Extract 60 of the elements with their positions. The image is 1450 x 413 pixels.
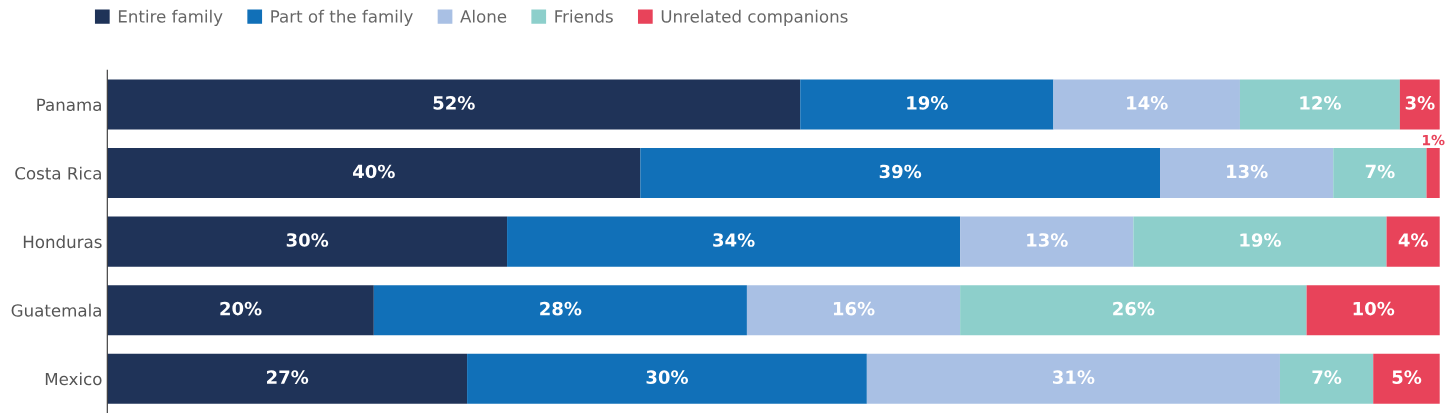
legend-label: Part of the family (271, 9, 413, 26)
data-label: 7% (1365, 164, 1395, 179)
data-label: 14% (1127, 96, 1168, 110)
data-label: 13% (1027, 233, 1068, 247)
y-tick-label: Honduras (23, 235, 102, 249)
bar (960, 285, 1307, 336)
bar (866, 353, 1280, 404)
data-label: 52% (433, 96, 475, 110)
data-label: 30% (646, 370, 689, 384)
data-label: 26% (1113, 301, 1155, 316)
data-label: 7% (1312, 370, 1342, 384)
data-label: 34% (713, 233, 755, 247)
bar (1426, 148, 1440, 199)
data-label: 20% (220, 301, 262, 316)
bar (107, 216, 508, 267)
data-label: 16% (833, 301, 875, 316)
bar (107, 285, 374, 336)
bar (1333, 148, 1427, 199)
data-label: 1% (1422, 134, 1445, 146)
y-tick-label: Panama (37, 98, 101, 112)
bar (1133, 216, 1387, 267)
legend-label: Unrelated companions (661, 9, 848, 26)
data-label: 19% (1240, 233, 1281, 247)
bar (507, 216, 961, 267)
bar (467, 353, 867, 404)
bar (800, 79, 1054, 130)
bar (373, 285, 747, 336)
data-label: 5% (1392, 370, 1422, 384)
bar (1053, 79, 1240, 130)
bar (1160, 148, 1334, 199)
bar (1373, 353, 1440, 404)
bar (1279, 353, 1374, 404)
data-label: 28% (540, 301, 582, 316)
bar (746, 285, 961, 336)
data-label: 31% (1053, 370, 1095, 384)
data-label: 19% (907, 96, 948, 110)
data-label: 10% (1353, 301, 1395, 316)
legend-label: Friends (555, 9, 613, 23)
data-label: 12% (1300, 96, 1341, 110)
data-label: 40% (353, 164, 395, 179)
bar (107, 353, 468, 404)
y-tick-label: Mexico (45, 372, 102, 386)
y-tick-label: Guatemala (11, 303, 101, 317)
legend-label: Entire family (118, 9, 223, 26)
data-label: 39% (879, 164, 922, 179)
data-label: 27% (267, 370, 309, 384)
bar (1386, 216, 1440, 267)
bar (960, 216, 1134, 267)
bar (107, 148, 641, 199)
data-label: 4% (1398, 233, 1428, 247)
bar (1239, 79, 1400, 130)
data-label: 30% (286, 233, 329, 247)
bar (1399, 79, 1440, 130)
bar (1306, 285, 1440, 336)
bar (107, 79, 801, 130)
data-label: 13% (1227, 164, 1268, 179)
y-tick-label: Costa Rica (15, 166, 101, 180)
data-label: 3% (1405, 96, 1435, 110)
bar (640, 148, 1161, 199)
legend-label: Alone (460, 9, 507, 23)
